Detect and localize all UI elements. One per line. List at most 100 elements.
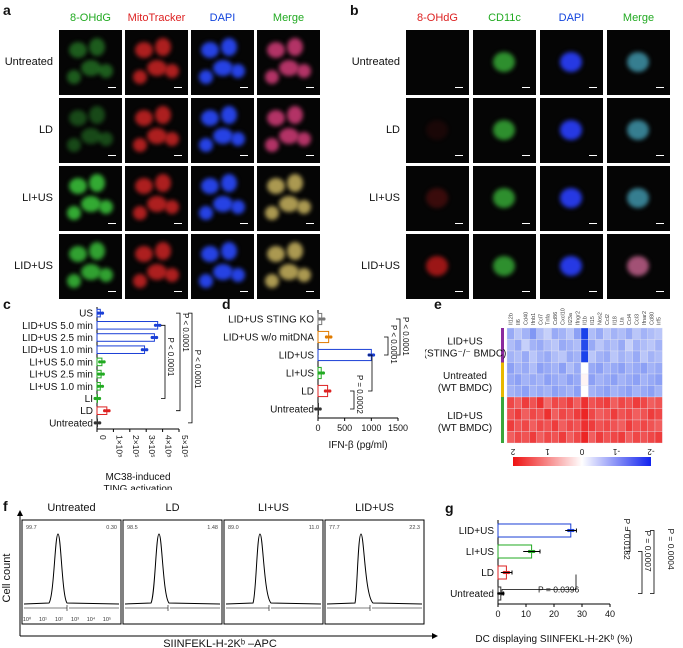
heatmap-cell <box>529 327 537 340</box>
heatmap-cell <box>640 396 648 409</box>
bar <box>497 523 572 538</box>
heatmap-cell <box>580 408 589 421</box>
data-point <box>99 372 103 376</box>
heatmap-cell <box>654 373 663 386</box>
heatmap-cell <box>640 327 648 340</box>
heatmap-cell <box>625 385 633 398</box>
scale-bar <box>240 155 248 156</box>
panel-letter-b: b <box>350 2 359 18</box>
heatmap-cell <box>551 339 559 352</box>
heatmap-cell <box>580 431 589 444</box>
heatmap-cell <box>536 385 545 398</box>
cell-blob <box>69 178 87 194</box>
scale-bar <box>455 223 463 224</box>
gene-label: Il1b <box>583 316 589 325</box>
scale-bar <box>240 291 248 292</box>
channel-header: CD11c <box>488 12 521 24</box>
heatmap-cell <box>514 339 522 352</box>
row-label: LI+US <box>22 191 53 204</box>
x-tick-label: 10⁵ <box>103 616 111 623</box>
heatmap-cell <box>536 396 545 409</box>
gene-label: Cd86 <box>553 312 559 325</box>
data-point <box>326 389 330 393</box>
heatmap-cell <box>573 350 582 363</box>
scale-bar <box>522 223 530 224</box>
cell-blob <box>81 196 101 212</box>
heatmap-cell <box>566 339 574 352</box>
cell-blob <box>560 120 582 140</box>
heatmap-cell <box>625 396 633 409</box>
chart-f-histograms: Cell count Untreated 99.7 0.30 LD 98.5 1.48 LI+… <box>1 502 438 648</box>
heatmap-cell <box>617 396 626 409</box>
heatmap-cell <box>625 339 633 352</box>
x-tick-label: 10 <box>521 609 531 619</box>
gate-percent-left: 89.0 <box>228 525 239 531</box>
heatmap-cell <box>654 339 663 352</box>
data-point <box>142 348 147 352</box>
gene-label: Cd40 <box>524 312 530 325</box>
heatmap-cell <box>573 419 582 432</box>
gene-label: Cd80 <box>649 312 655 325</box>
histogram-curve <box>23 533 120 605</box>
data-point <box>145 348 149 352</box>
cell-blob <box>155 242 171 260</box>
cell-blob <box>155 38 171 56</box>
heatmap-cell <box>580 362 589 375</box>
heatmap-cell <box>543 396 552 409</box>
heatmap-cell <box>595 385 604 398</box>
cell-blob <box>201 178 219 194</box>
channel-header: 8-OHdG <box>417 12 458 24</box>
micrograph-tile <box>59 98 122 163</box>
category-label: LI+US <box>286 369 314 380</box>
micrograph-tile <box>191 98 254 163</box>
x-tick-label: 0 <box>98 435 108 440</box>
channel-header: DAPI <box>209 12 236 24</box>
heatmap-cell <box>580 419 589 432</box>
heatmap-cell <box>558 431 567 444</box>
scale-bar <box>455 291 463 292</box>
scale-bar <box>656 291 664 292</box>
cell-blob <box>81 60 101 76</box>
x-tick-label: 0 <box>315 423 320 433</box>
micrograph-tile <box>607 30 670 95</box>
micrograph-tile <box>540 30 603 95</box>
scale-bar <box>108 291 116 292</box>
gene-label: Tnfa <box>546 313 552 325</box>
heatmap-cell <box>529 385 537 398</box>
data-point <box>101 372 105 376</box>
scale-bar <box>455 155 463 156</box>
heatmap-cell <box>610 408 619 421</box>
cell-blob <box>133 274 147 288</box>
scale-bar <box>522 155 530 156</box>
panel-letter-e: e <box>434 296 442 312</box>
category-label: LID+US <box>279 351 315 362</box>
scale-bar <box>174 223 182 224</box>
heatmap-cell <box>647 396 656 409</box>
significance-bracket <box>384 336 389 356</box>
heatmap-cell <box>580 373 589 386</box>
row-label: Untreated <box>351 55 400 68</box>
heatmap-cell <box>536 373 545 386</box>
heatmap-cell <box>514 327 522 340</box>
cell-blob <box>213 60 233 76</box>
cell-blob <box>99 200 113 214</box>
cell-blob <box>67 274 81 288</box>
x-tick-label: 3×10⁵ <box>147 435 157 458</box>
group-color-bar <box>501 362 504 397</box>
micrograph-tile <box>473 30 536 95</box>
cell-blob <box>231 268 245 282</box>
heatmap-cell <box>551 396 559 409</box>
heatmap-cell <box>506 362 515 375</box>
gene-label: Il15 <box>590 316 596 325</box>
cell-blob <box>147 264 167 280</box>
scale-bar <box>656 223 664 224</box>
category-label: Untreated <box>270 405 314 416</box>
x-tick-label: 10² <box>55 617 63 623</box>
heatmap-cell <box>529 373 537 386</box>
data-point <box>153 323 158 327</box>
heatmap-cell <box>610 373 619 386</box>
heatmap-cell <box>625 408 633 421</box>
data-point <box>140 348 144 352</box>
group-sublabel: (WT BMDC) <box>438 423 492 434</box>
data-point <box>371 353 376 357</box>
